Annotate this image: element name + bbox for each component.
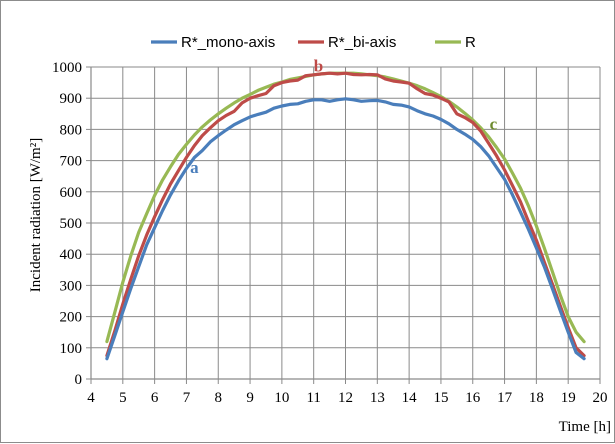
y-axis-label: Incident radiation [W/m²] bbox=[28, 138, 44, 292]
grid bbox=[91, 66, 601, 379]
series-lines bbox=[105, 71, 586, 361]
x-tick-label: 19 bbox=[561, 390, 576, 406]
x-tick-label: 12 bbox=[338, 390, 353, 406]
y-tick-label: 200 bbox=[60, 310, 83, 326]
legend: R*_mono-axis R*_bi-axis R bbox=[151, 34, 476, 51]
legend-label: R*_mono-axis bbox=[181, 34, 275, 51]
annotation-c: c bbox=[490, 114, 498, 133]
annotation-b: b bbox=[314, 57, 323, 76]
x-axis-label: Time [h] bbox=[559, 419, 611, 435]
y-tick-label: 1000 bbox=[52, 60, 82, 76]
x-tick-label: 14 bbox=[402, 390, 418, 406]
x-tick-label: 17 bbox=[497, 390, 513, 406]
x-tick-label: 10 bbox=[274, 390, 289, 406]
y-tick-label: 400 bbox=[60, 247, 83, 263]
x-tick-label: 6 bbox=[151, 390, 159, 406]
series-line-r-bi-axis bbox=[105, 71, 586, 358]
y-tick-label: 500 bbox=[60, 216, 83, 232]
x-tick-label: 9 bbox=[246, 390, 254, 406]
x-tick-label: 16 bbox=[465, 390, 481, 406]
legend-label: R bbox=[465, 34, 476, 51]
x-tick-label: 5 bbox=[119, 390, 127, 406]
x-tick-label: 8 bbox=[215, 390, 223, 406]
y-tick-label: 300 bbox=[60, 278, 83, 294]
x-tick-label: 7 bbox=[183, 390, 191, 406]
x-tick-label: 20 bbox=[593, 390, 608, 406]
annotations: a b c bbox=[190, 57, 498, 177]
x-tick-label: 11 bbox=[306, 390, 320, 406]
axes bbox=[86, 66, 601, 384]
y-tick-label: 100 bbox=[60, 341, 83, 357]
x-tick-label: 15 bbox=[433, 390, 448, 406]
series-line-r-mono-axis bbox=[105, 97, 586, 361]
y-tick-label: 600 bbox=[60, 185, 83, 201]
annotation-a: a bbox=[190, 158, 199, 177]
tick-labels: 0 100 200 300 400 500 600 700 800 900 1000 4 5 6 7 8 9 10… bbox=[52, 60, 608, 406]
x-tick-label: 4 bbox=[87, 390, 95, 406]
y-tick-label: 800 bbox=[60, 122, 83, 138]
x-tick-label: 13 bbox=[370, 390, 385, 406]
y-tick-label: 0 bbox=[75, 372, 83, 388]
y-tick-label: 900 bbox=[60, 91, 83, 107]
x-tick-label: 18 bbox=[529, 390, 544, 406]
legend-label: R*_bi-axis bbox=[328, 34, 396, 51]
y-tick-label: 700 bbox=[60, 154, 83, 170]
